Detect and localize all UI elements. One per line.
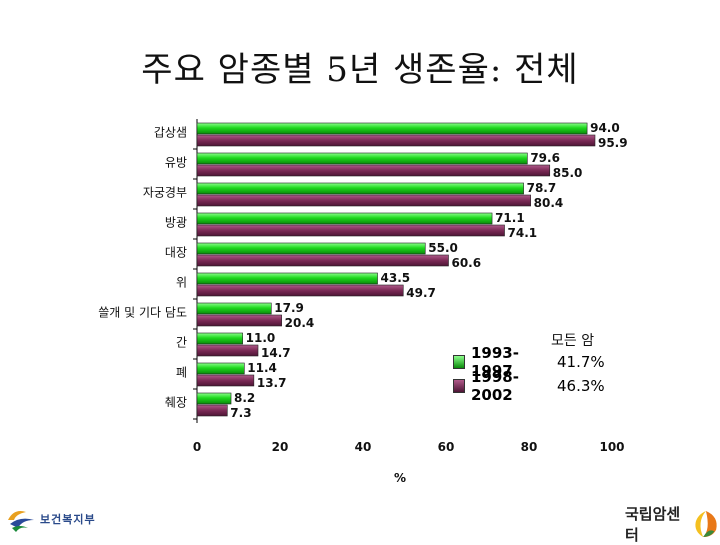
legend: 1993-1997 41.7% 1998-2002 46.3% [453, 344, 605, 404]
ministry-logo: 보건복지부 [6, 506, 96, 532]
category-label: 폐 [176, 366, 187, 380]
category-label: 쓸개 및 기다 담도 [98, 306, 187, 320]
x-tick-label: 40 [355, 440, 372, 454]
bar-1998-2002 [196, 374, 255, 387]
bar-1993-1997 [196, 302, 272, 315]
legend-item-1998-2002: 1998-2002 46.3% [453, 368, 605, 404]
legend-value: 46.3% [557, 377, 605, 395]
ncc-name: 국립암센터 [625, 505, 681, 544]
legend-label: 1998-2002 [471, 368, 519, 404]
data-label: 20.4 [285, 316, 315, 330]
data-label: 49.7 [406, 286, 436, 300]
category-label: 대장 [165, 246, 187, 260]
bar-1998-2002 [196, 404, 228, 417]
x-tick-label: 60 [438, 440, 455, 454]
bar-1998-2002 [196, 164, 551, 177]
data-label: 60.6 [451, 256, 481, 270]
bar-1998-2002 [196, 134, 596, 147]
category-label: 간 [176, 336, 187, 350]
category-label: 방광 [165, 216, 187, 230]
data-label: 11.4 [247, 361, 277, 375]
data-label: 79.6 [530, 151, 560, 165]
data-label: 78.7 [527, 181, 557, 195]
bar-1998-2002 [196, 224, 505, 237]
bar-1993-1997 [196, 212, 493, 225]
data-label: 43.5 [381, 271, 411, 285]
data-label: 55.0 [428, 241, 458, 255]
x-axis-label: % [394, 471, 406, 485]
bar-1993-1997 [196, 362, 245, 375]
data-label: 80.4 [534, 196, 564, 210]
ncc-emblem-icon [695, 510, 717, 538]
x-tick-label: 20 [272, 440, 289, 454]
bar-1993-1997 [196, 152, 528, 165]
bar-1998-2002 [196, 284, 404, 297]
x-tick-label: 0 [193, 440, 201, 454]
data-label: 85.0 [553, 166, 583, 180]
bar-1998-2002 [196, 254, 449, 267]
legend-item-1993-1997: 1993-1997 41.7% [453, 344, 605, 380]
category-label: 갑상샘 [154, 126, 187, 140]
bar-1993-1997 [196, 392, 232, 405]
bar-1993-1997 [196, 182, 524, 195]
bar-1998-2002 [196, 314, 282, 327]
data-label: 13.7 [257, 376, 287, 390]
data-label: 11.0 [246, 331, 276, 345]
bar-1993-1997 [196, 332, 243, 345]
x-tick-label: 100 [599, 440, 624, 454]
category-label: 위 [176, 276, 187, 290]
ministry-emblem-icon [8, 511, 34, 532]
data-label: 7.3 [230, 406, 251, 420]
legend-value: 41.7% [557, 353, 605, 371]
data-label: 71.1 [495, 211, 525, 225]
ministry-name: 보건복지부 [40, 513, 96, 526]
chart-title: 주요 암종별 5년 생존율: 전체 [141, 50, 579, 90]
data-label: 94.0 [590, 121, 620, 135]
data-label: 17.9 [274, 301, 304, 315]
bar-1993-1997 [196, 122, 588, 135]
data-label: 95.9 [598, 136, 628, 150]
data-label: 74.1 [508, 226, 538, 240]
bar-1998-2002 [196, 194, 531, 207]
bar-1993-1997 [196, 272, 378, 285]
x-tick-label: 80 [521, 440, 538, 454]
category-label: 자궁경부 [143, 186, 187, 200]
bar-1993-1997 [196, 242, 426, 255]
ncc-logo: 국립암센터 [625, 503, 720, 545]
data-label: 8.2 [234, 391, 255, 405]
legend-label: 1993-1997 [471, 344, 519, 380]
legend-swatch-green [453, 355, 465, 369]
all-cancer-label: 모든 암 [551, 333, 595, 349]
data-label: 14.7 [261, 346, 291, 360]
category-label: 췌장 [165, 396, 187, 410]
legend-swatch-purple [453, 379, 465, 393]
category-label: 유방 [165, 156, 187, 170]
bar-1998-2002 [196, 344, 259, 357]
